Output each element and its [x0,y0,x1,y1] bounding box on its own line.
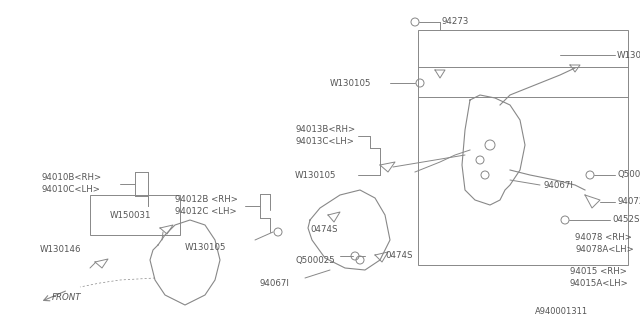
Text: FRONT: FRONT [52,292,81,301]
Bar [418,30,628,265]
Text: W130151: W130151 [617,51,640,60]
Text: 94078 <RH>: 94078 <RH> [575,234,632,243]
Text: 94273: 94273 [442,18,469,27]
Text: 94010B<RH>: 94010B<RH> [42,173,102,182]
Text: W150031: W150031 [110,211,152,220]
Text: 94067I: 94067I [260,278,290,287]
Bar [90,195,180,235]
Text: 94012C <LH>: 94012C <LH> [175,207,237,217]
Text: 94015 <RH>: 94015 <RH> [570,268,627,276]
Text: W130105: W130105 [185,244,227,252]
Text: W130105: W130105 [330,78,371,87]
Text: Q500025: Q500025 [617,171,640,180]
Text: 94067I: 94067I [543,180,573,189]
Text: 0474S: 0474S [310,226,337,235]
Text: 0474S: 0474S [385,251,413,260]
Text: 94012B <RH>: 94012B <RH> [175,196,238,204]
Text: Q500025: Q500025 [295,255,335,265]
Text: 0452S: 0452S [612,215,639,225]
Text: W130105: W130105 [295,171,337,180]
Text: 94013C<LH>: 94013C<LH> [295,138,354,147]
Text: A940001311: A940001311 [535,308,588,316]
Text: 94072*B: 94072*B [617,197,640,206]
Text: W130146: W130146 [40,245,81,254]
Text: 94010C<LH>: 94010C<LH> [42,186,101,195]
Text: 94013B<RH>: 94013B<RH> [295,125,355,134]
Text: 94078A<LH>: 94078A<LH> [575,245,634,254]
Text: 94015A<LH>: 94015A<LH> [570,278,628,287]
